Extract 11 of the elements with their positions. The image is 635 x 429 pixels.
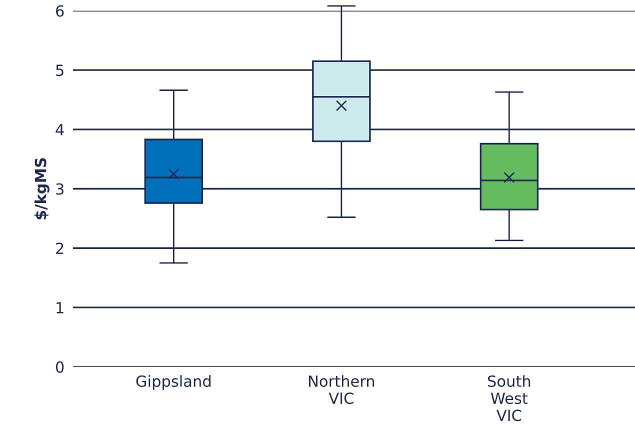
y-axis-title: $/kgMS	[34, 158, 50, 220]
y-tick-label: 1	[56, 302, 64, 314]
x-tick-label: Northern VIC	[309, 375, 374, 404]
y-tick-label: 4	[56, 124, 64, 136]
x-tick-label: South West VIC	[488, 375, 530, 422]
y-tick-label: 3	[56, 183, 64, 195]
y-tick-label: 6	[56, 5, 64, 17]
y-tick-label: 0	[56, 361, 64, 373]
y-tick-label: 2	[56, 242, 64, 254]
y-tick-label: 5	[56, 64, 64, 76]
x-tick-label: Gippsland	[136, 375, 210, 390]
